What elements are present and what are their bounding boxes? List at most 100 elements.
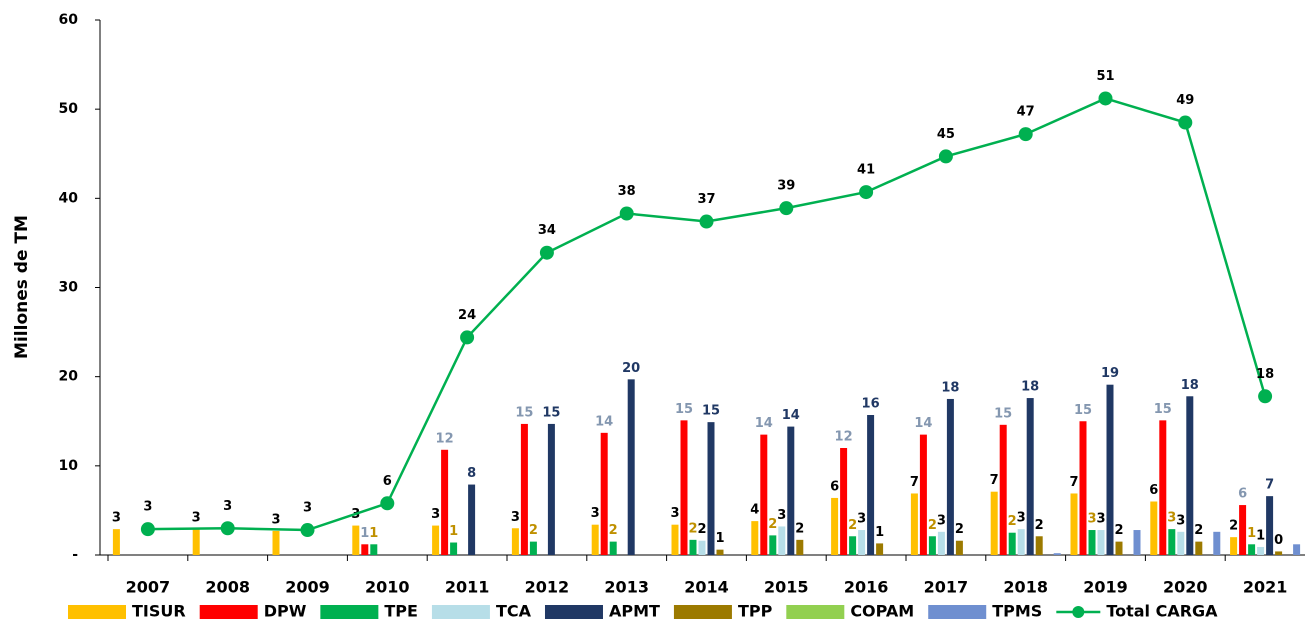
bar: [1257, 546, 1265, 555]
legend-swatch: [431, 605, 490, 619]
bar: [867, 415, 875, 555]
x-tick-label: 2007: [126, 578, 171, 597]
legend-swatch: [544, 605, 603, 619]
bar: [990, 491, 998, 555]
data-label: 3: [511, 510, 520, 525]
line-marker: [1258, 389, 1273, 404]
bar: [468, 484, 476, 555]
data-label: 7: [990, 473, 999, 488]
data-label: 14: [914, 416, 932, 431]
legend-label: TISUR: [132, 602, 186, 621]
data-label: 6: [830, 479, 839, 494]
bar: [112, 529, 120, 555]
data-label: 37: [697, 192, 715, 207]
data-label: 15: [675, 402, 693, 417]
bar: [796, 539, 804, 555]
data-label: 1: [1247, 526, 1256, 541]
data-label: 45: [937, 127, 955, 142]
data-label: 3: [777, 508, 786, 523]
line-marker: [699, 214, 714, 229]
data-label: 15: [1154, 402, 1172, 417]
line-marker: [380, 496, 395, 511]
bar: [1293, 544, 1301, 555]
bar: [520, 423, 528, 555]
data-label: 12: [835, 430, 853, 445]
bar: [609, 541, 617, 555]
data-label: 2: [928, 518, 937, 533]
legend-label: APMT: [609, 602, 660, 621]
x-tick-label: 2020: [1163, 578, 1208, 597]
data-label: 20: [622, 361, 640, 376]
data-label: 6: [1149, 483, 1158, 498]
bar: [1106, 384, 1114, 555]
x-tick-label: 2010: [365, 578, 410, 597]
data-label: 49: [1176, 93, 1194, 108]
data-label: 2: [609, 523, 618, 538]
legend-label: COPAM: [850, 602, 914, 621]
legend-label: TPP: [738, 602, 773, 621]
legend-swatch: [320, 605, 379, 619]
data-label: 2: [795, 521, 804, 536]
x-tick-label: 2008: [205, 578, 250, 597]
bar: [1159, 420, 1167, 555]
bar: [1035, 536, 1043, 555]
bar: [1239, 505, 1247, 555]
bar: [1008, 532, 1016, 555]
bar: [600, 432, 608, 555]
data-label: 2: [1229, 519, 1238, 534]
data-label: 6: [1238, 487, 1247, 502]
bar: [751, 521, 759, 555]
data-label: 14: [782, 408, 800, 423]
legend-label: TPE: [384, 602, 418, 621]
bar: [858, 530, 866, 555]
data-label: 7: [910, 475, 919, 490]
x-tick-label: 2017: [924, 578, 969, 597]
x-tick-label: 2021: [1243, 578, 1288, 597]
bar: [831, 497, 839, 555]
data-label: 2: [1114, 523, 1123, 538]
bar: [441, 449, 449, 555]
bar: [919, 434, 927, 555]
legend-label: DPW: [264, 602, 307, 621]
bar: [716, 549, 724, 555]
data-label: 38: [618, 184, 636, 199]
bar: [1195, 541, 1203, 555]
data-label: 15: [542, 405, 560, 420]
data-label: 47: [1017, 105, 1035, 120]
data-label: 3: [857, 512, 866, 527]
data-label: 24: [458, 308, 476, 323]
bar: [955, 540, 963, 555]
bar: [1133, 530, 1141, 555]
data-label: 3: [192, 511, 201, 526]
legend-label: Total CARGA: [1106, 602, 1218, 621]
legend-swatch: [199, 605, 258, 619]
bar: [1186, 396, 1194, 555]
line-marker: [1098, 91, 1113, 106]
data-label: 16: [862, 397, 880, 412]
data-label: 15: [702, 404, 720, 419]
bar: [680, 420, 688, 555]
data-label: 39: [777, 179, 795, 194]
bar: [840, 448, 848, 555]
data-label: 2: [529, 523, 538, 538]
bar: [671, 524, 679, 555]
data-label: 1: [449, 524, 458, 539]
bar: [1275, 551, 1283, 555]
data-label: 2: [848, 518, 857, 533]
line-marker: [779, 201, 794, 216]
bar: [910, 493, 918, 555]
legend-label: TCA: [496, 602, 532, 621]
y-tick-label: 40: [59, 190, 79, 206]
x-tick-label: 2014: [684, 578, 729, 597]
data-label: 18: [941, 380, 959, 395]
bar: [689, 539, 697, 555]
data-label: 3: [670, 506, 679, 521]
x-tick-label: 2018: [1003, 578, 1048, 597]
bar: [999, 424, 1007, 555]
line-marker: [1018, 127, 1033, 142]
bar: [849, 536, 857, 555]
bar: [946, 398, 954, 555]
bar: [1097, 530, 1105, 555]
data-label: 3: [1017, 511, 1026, 526]
bar: [1213, 531, 1221, 555]
